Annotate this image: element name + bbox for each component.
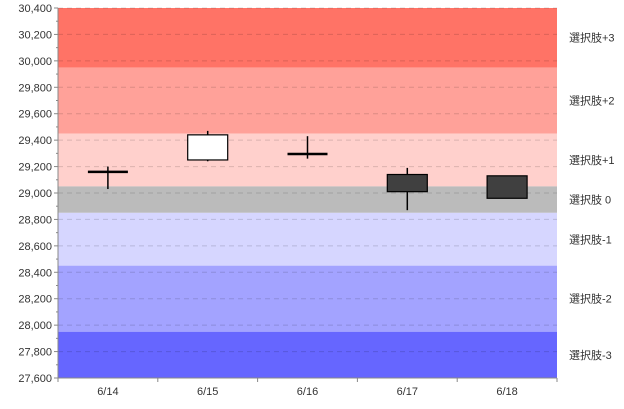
candle-body-1 (187, 134, 229, 161)
band-6 (58, 331, 557, 378)
bands-layer (58, 8, 557, 378)
band-4 (58, 212, 557, 266)
x-tick-label-3: 6/17 (397, 386, 418, 398)
x-tick-label-0: 6/14 (97, 386, 118, 398)
band-5 (58, 265, 557, 332)
y-tick-label-9: 29,400 (18, 135, 52, 147)
candle-1 (187, 130, 229, 162)
candles-layer (87, 130, 528, 211)
candle-2 (287, 136, 328, 159)
band-label-3: 選択肢 0 (569, 193, 611, 207)
band-1 (58, 67, 557, 134)
y-tick-label-1: 27,800 (18, 347, 52, 359)
band-3 (58, 186, 557, 213)
y-tick-label-10: 29,600 (18, 109, 52, 121)
y-tick-label-12: 30,000 (18, 56, 52, 68)
candle-4 (486, 175, 528, 199)
band-label-0: 選択肢+3 (569, 31, 615, 45)
band-label-1: 選択肢+2 (569, 94, 615, 108)
y-tick-label-11: 29,800 (18, 82, 52, 94)
band-label-5: 選択肢-2 (569, 292, 612, 306)
x-tick-label-4: 6/18 (496, 386, 517, 398)
y-tick-label-14: 30,400 (18, 3, 52, 15)
y-tick-label-0: 27,600 (18, 373, 52, 385)
band-label-6: 選択肢-3 (569, 348, 612, 362)
x-tick-label-2: 6/16 (297, 386, 318, 398)
band-label-2: 選択肢+1 (569, 153, 615, 167)
y-tick-label-2: 28,000 (18, 320, 52, 332)
candle-0 (87, 166, 128, 190)
y-tick-label-3: 28,200 (18, 294, 52, 306)
y-tick-label-8: 29,200 (18, 162, 52, 174)
labels-layer: 選択肢+3 選択肢+2 選択肢+1 選択肢 0 選択肢-1 選択肢-2 選択肢-3 27,60… (18, 3, 614, 398)
y-tick-label-13: 30,200 (18, 29, 52, 41)
y-tick-label-7: 29,000 (18, 188, 52, 200)
band-0 (58, 8, 557, 68)
y-tick-label-6: 28,800 (18, 214, 52, 226)
candle-body-3 (386, 173, 428, 193)
x-tick-label-1: 6/15 (197, 386, 218, 398)
band-label-4: 選択肢-1 (569, 232, 612, 246)
candle-3 (386, 167, 428, 211)
y-tick-label-5: 28,600 (18, 241, 52, 253)
candle-body-4 (486, 175, 528, 199)
axes-layer (54, 7, 558, 382)
grid-layer (58, 7, 557, 353)
y-tick-label-4: 28,400 (18, 267, 52, 279)
